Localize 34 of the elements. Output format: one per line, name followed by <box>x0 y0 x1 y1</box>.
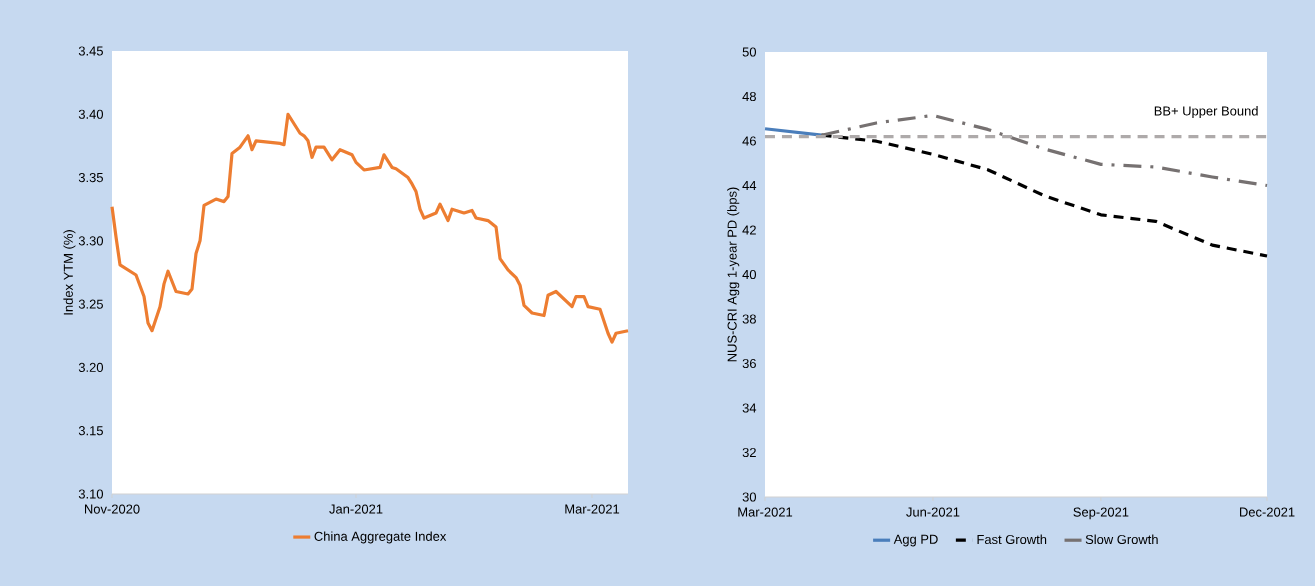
x-tick-label: Jan-2021 <box>329 504 383 514</box>
y-tick-label: 3.10 <box>78 489 104 499</box>
y-tick-label: 3.15 <box>78 426 103 436</box>
y-tick-label: 36 <box>742 358 756 369</box>
y-tick-label: 3.45 <box>78 46 103 56</box>
y-tick-label: 42 <box>742 225 756 235</box>
y-tick-label: 3.25 <box>78 299 103 309</box>
y-tick-label: 38 <box>742 314 756 324</box>
y-axis-title: NUS-CRI Agg 1-year PD (bps) <box>727 187 740 362</box>
x-tick-label: Nov-2020 <box>85 504 140 514</box>
y-tick-label: 3.20 <box>78 362 104 372</box>
y-tick-label: 30 <box>742 492 757 502</box>
y-tick-label: 50 <box>742 47 757 57</box>
y-tick-label: 46 <box>742 136 756 146</box>
y-tick-label: 3.40 <box>78 109 104 119</box>
y-tick-label: 32 <box>742 447 756 458</box>
legend-label: Slow Growth <box>1085 534 1158 545</box>
x-tick-label: Mar-2021 <box>565 504 620 514</box>
y-tick-label: 44 <box>742 181 757 190</box>
y-tick-label: 34 <box>742 403 757 413</box>
ref-line-label: BB+ Upper Bound <box>1154 105 1258 119</box>
line-series <box>110 112 630 344</box>
x-tick-label: Sep-2021 <box>1073 507 1129 520</box>
legend-label: Agg PD <box>893 534 938 547</box>
y-tick-label: 3.30 <box>78 236 104 246</box>
legend-label: China Aggregate Index <box>314 531 447 544</box>
y-tick-label: 3.35 <box>78 172 103 183</box>
y-tick-label: 48 <box>742 91 756 102</box>
y-axis-title: Index YTM (%) <box>63 230 76 315</box>
x-tick-label: Jun-2021 <box>906 507 960 517</box>
y-tick-label: 40 <box>742 269 757 280</box>
x-tick-label: Dec-2021 <box>1240 507 1295 517</box>
x-tick-label: Mar-2021 <box>738 507 793 517</box>
legend-label: Fast Growth <box>977 534 1047 545</box>
